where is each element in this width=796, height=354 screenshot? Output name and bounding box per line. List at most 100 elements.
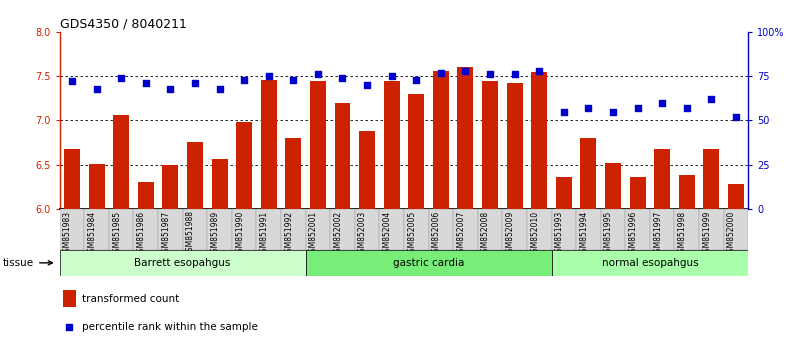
FancyBboxPatch shape (134, 209, 158, 250)
Bar (138, 182, 154, 209)
Bar (728, 184, 744, 209)
FancyBboxPatch shape (699, 209, 724, 250)
Bar (408, 94, 424, 209)
Point (238, 77, 251, 82)
Text: GSM851985: GSM851985 (112, 211, 121, 257)
Point (656, 100, 669, 105)
FancyBboxPatch shape (355, 209, 380, 250)
Point (213, 86, 226, 91)
Bar (630, 177, 646, 209)
Point (631, 105, 644, 111)
FancyBboxPatch shape (601, 209, 626, 250)
Bar (654, 149, 670, 209)
Point (263, 73, 275, 79)
Point (189, 80, 201, 86)
Text: GSM852008: GSM852008 (481, 211, 490, 257)
Text: GSM851983: GSM851983 (63, 211, 72, 257)
Bar (113, 115, 129, 209)
FancyBboxPatch shape (109, 209, 134, 250)
Point (435, 70, 447, 75)
Point (730, 114, 743, 120)
Text: GSM851998: GSM851998 (677, 211, 687, 257)
Text: percentile rank within the sample: percentile rank within the sample (82, 321, 258, 332)
Text: normal esopahgus: normal esopahgus (602, 258, 698, 268)
FancyBboxPatch shape (84, 209, 109, 250)
Point (459, 68, 472, 74)
Point (115, 75, 127, 81)
Point (139, 80, 152, 86)
Bar (236, 122, 252, 209)
FancyBboxPatch shape (674, 209, 699, 250)
Text: GSM852010: GSM852010 (530, 211, 539, 257)
Text: GSM851988: GSM851988 (186, 211, 195, 257)
Text: GSM851984: GSM851984 (88, 211, 96, 257)
Text: GSM852004: GSM852004 (383, 211, 392, 257)
Bar (458, 67, 474, 209)
Bar (88, 164, 104, 209)
Text: GSM852006: GSM852006 (432, 211, 441, 257)
Bar (285, 138, 302, 209)
FancyBboxPatch shape (404, 209, 428, 250)
FancyBboxPatch shape (650, 209, 674, 250)
Text: transformed count: transformed count (82, 294, 179, 304)
Bar (704, 149, 720, 209)
FancyBboxPatch shape (182, 209, 207, 250)
FancyBboxPatch shape (576, 209, 601, 250)
FancyBboxPatch shape (60, 250, 306, 276)
Point (607, 109, 619, 114)
Text: GSM852001: GSM852001 (309, 211, 318, 257)
Text: GSM851999: GSM851999 (702, 211, 712, 257)
Point (509, 72, 521, 77)
Point (557, 109, 570, 114)
Text: GSM851997: GSM851997 (654, 211, 662, 257)
Text: GSM851991: GSM851991 (259, 211, 269, 257)
Bar (531, 72, 547, 209)
FancyBboxPatch shape (552, 250, 748, 276)
Text: GSM852005: GSM852005 (408, 211, 416, 257)
FancyBboxPatch shape (478, 209, 502, 250)
Text: GSM852009: GSM852009 (505, 211, 515, 257)
FancyBboxPatch shape (281, 209, 306, 250)
FancyBboxPatch shape (60, 209, 84, 250)
FancyBboxPatch shape (502, 209, 527, 250)
Point (65, 79, 78, 84)
FancyBboxPatch shape (527, 209, 552, 250)
Bar (433, 71, 449, 209)
Bar (162, 165, 178, 209)
Text: GSM851995: GSM851995 (604, 211, 613, 257)
Text: Barrett esopahgus: Barrett esopahgus (135, 258, 231, 268)
Bar (64, 149, 80, 209)
Bar (63, 290, 76, 307)
Bar (212, 159, 228, 209)
FancyBboxPatch shape (232, 209, 256, 250)
FancyBboxPatch shape (256, 209, 281, 250)
Point (164, 86, 177, 91)
FancyBboxPatch shape (428, 209, 453, 250)
Bar (261, 80, 277, 209)
Bar (310, 80, 326, 209)
FancyBboxPatch shape (330, 209, 355, 250)
Text: GSM851993: GSM851993 (555, 211, 564, 257)
Text: gastric cardia: gastric cardia (393, 258, 464, 268)
Bar (580, 138, 596, 209)
FancyBboxPatch shape (306, 250, 552, 276)
Text: GDS4350 / 8040211: GDS4350 / 8040211 (60, 18, 186, 31)
Bar (359, 131, 375, 209)
Bar (334, 103, 350, 209)
Text: GSM852000: GSM852000 (727, 211, 736, 257)
Point (287, 77, 299, 82)
FancyBboxPatch shape (158, 209, 182, 250)
Point (705, 96, 718, 102)
Text: GSM852003: GSM852003 (358, 211, 367, 257)
Text: GSM851987: GSM851987 (162, 211, 170, 257)
Bar (506, 83, 523, 209)
Text: tissue: tissue (3, 258, 53, 268)
FancyBboxPatch shape (626, 209, 650, 250)
Point (486, 187, 498, 192)
Point (582, 105, 595, 111)
Text: GSM851989: GSM851989 (210, 211, 220, 257)
Text: GSM851992: GSM851992 (284, 211, 293, 257)
FancyBboxPatch shape (306, 209, 330, 250)
Bar (482, 80, 498, 209)
FancyBboxPatch shape (380, 209, 404, 250)
